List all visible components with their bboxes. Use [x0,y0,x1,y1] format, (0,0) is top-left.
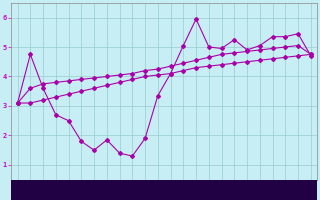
X-axis label: Windchill (Refroidissement éolien,°C): Windchill (Refroidissement éolien,°C) [85,190,243,197]
